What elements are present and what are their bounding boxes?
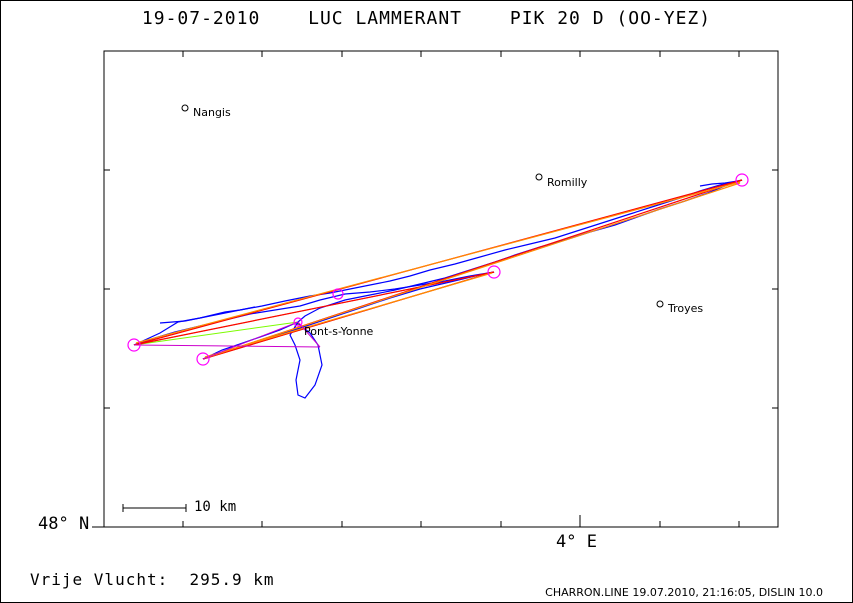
turnpoints [127, 173, 749, 366]
title-date: 19-07-2010 [141, 8, 261, 29]
free-flight-distance: Vrije Vlucht: 295.9 km [30, 570, 275, 589]
turnpoint-2 [196, 352, 210, 366]
footer-info: CHARRON.LINE 19.07.2010, 21:16:05, DISLI… [545, 586, 823, 599]
plot-title: 19-07-2010 LUC LAMMERANT PIK 20 D (OO-YE… [0, 8, 853, 29]
free-flight-label: Vrije Vlucht: [30, 570, 169, 589]
town-marker-romilly [535, 173, 543, 181]
latitude-label: 48° N [38, 514, 90, 534]
task-legs [133, 179, 743, 360]
turnpoint-1 [735, 173, 749, 187]
turnpoint-4 [332, 288, 344, 300]
axis-ticks [92, 51, 778, 528]
title-pilot: LUC LAMMERANT [308, 8, 463, 29]
turnpoint-5 [293, 317, 303, 327]
turnpoint-start [127, 338, 141, 352]
longitude-label: 4° E [556, 532, 597, 552]
title-glider: PIK 20 D (OO-YEZ) [509, 8, 712, 29]
aux-legs [133, 321, 321, 360]
town-label-troyes: Troyes [668, 302, 704, 315]
town-label-romilly: Romilly [547, 176, 588, 189]
town-label-nangis: Nangis [193, 106, 231, 119]
map-border [103, 50, 779, 528]
free-flight-value: 295.9 km [189, 570, 275, 589]
scale-bar [122, 504, 187, 512]
town-marker-troyes [656, 300, 664, 308]
turnpoint-3 [487, 265, 501, 279]
town-marker-nangis [181, 104, 189, 112]
scale-bar-label: 10 km [194, 499, 237, 515]
town-label-pont-s-yonne: Pont-s-Yonne [304, 325, 374, 338]
